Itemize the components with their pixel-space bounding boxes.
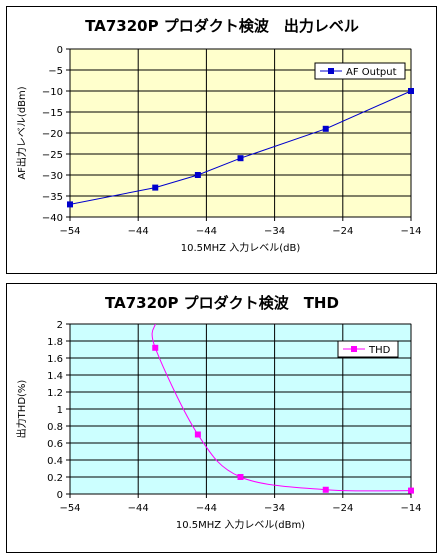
x-tick-label: −34 (264, 226, 285, 237)
data-point (152, 184, 159, 191)
x-tick-label: −44 (196, 503, 217, 514)
data-point (67, 201, 73, 208)
data-point (408, 487, 414, 494)
series-line (69, 90, 412, 205)
x-tick-label: −44 (128, 226, 149, 237)
data-point (322, 125, 329, 132)
data-point (152, 344, 159, 351)
chart-title: TA7320P プロダクト検波 THD (105, 294, 339, 312)
y-tick-label: −15 (42, 108, 63, 119)
y-tick-label: −20 (42, 129, 63, 140)
x-tick-label: −24 (332, 226, 353, 237)
x-axis-label: 10.5MHZ 入力レベル(dBm) (176, 518, 305, 531)
data-point (237, 474, 244, 480)
y-tick-label: 1.4 (47, 371, 63, 382)
x-tick-label: −14 (400, 503, 421, 514)
x-tick-label: −54 (59, 503, 80, 514)
y-tick-label: −10 (42, 87, 63, 98)
y-tick-label: −40 (42, 213, 63, 224)
x-tick-label: −44 (196, 226, 217, 237)
af-output-chart: TA7320P プロダクト検波 出力レベル 0 −5 −10 −15 −20 −25 −30 −… (15, 17, 422, 254)
data-point (194, 431, 201, 438)
y-tick-label: 0.8 (47, 422, 63, 433)
legend-box (314, 62, 406, 80)
legend-marker (351, 346, 357, 352)
x-tick-label: −14 (400, 226, 421, 237)
chart-panel-thd: TA7320P プロダクト検波 THD 0 0.2 0.4 0.6 0.8 1 1.2 1.4 1… (6, 283, 437, 553)
y-tick-label: 0 (57, 45, 63, 56)
legend-marker (328, 68, 334, 74)
x-tick-label: −24 (332, 503, 353, 514)
data-point (408, 88, 414, 94)
y-tick-label: 0.6 (47, 439, 63, 450)
data-point (322, 486, 329, 493)
y-tick-label: 0.2 (47, 473, 63, 484)
chart-panel-af-output: TA7320P プロダクト検波 出力レベル 0 −5 −10 −15 −20 −25 −30 −… (6, 6, 437, 274)
x-tick-label: −34 (264, 503, 285, 514)
y-tick-label: −5 (48, 66, 63, 77)
legend-label: THD (368, 345, 391, 356)
legend-box (337, 340, 399, 358)
y-tick-label: 0 (57, 490, 63, 501)
y-tick-label: 0.4 (47, 456, 63, 467)
thd-chart: TA7320P プロダクト検波 THD 0 0.2 0.4 0.6 0.8 1 1.2 1.4 1… (15, 294, 422, 531)
data-point (237, 155, 244, 162)
y-tick-label: 2 (57, 320, 63, 331)
chart-title: TA7320P プロダクト検波 出力レベル (85, 17, 359, 35)
y-tick-label: 1.6 (47, 354, 63, 365)
y-tick-label: −30 (42, 171, 63, 182)
y-tick-label: 1.2 (47, 388, 63, 399)
x-tick-label: −44 (128, 503, 149, 514)
y-tick-label: −25 (42, 150, 63, 161)
x-axis-label: 10.5MHZ 入力レベル(dB) (181, 241, 301, 254)
y-tick-label: 1.8 (47, 337, 63, 348)
y-tick-label: 1 (57, 405, 63, 416)
y-axis-label: AF出力レベル(dBm) (15, 86, 28, 179)
legend-label: AF Output (346, 67, 397, 78)
x-tick-label: −54 (59, 226, 80, 237)
y-tick-label: −35 (42, 192, 63, 203)
data-point (194, 172, 201, 178)
y-axis-label: 出力THD(%) (15, 380, 28, 439)
